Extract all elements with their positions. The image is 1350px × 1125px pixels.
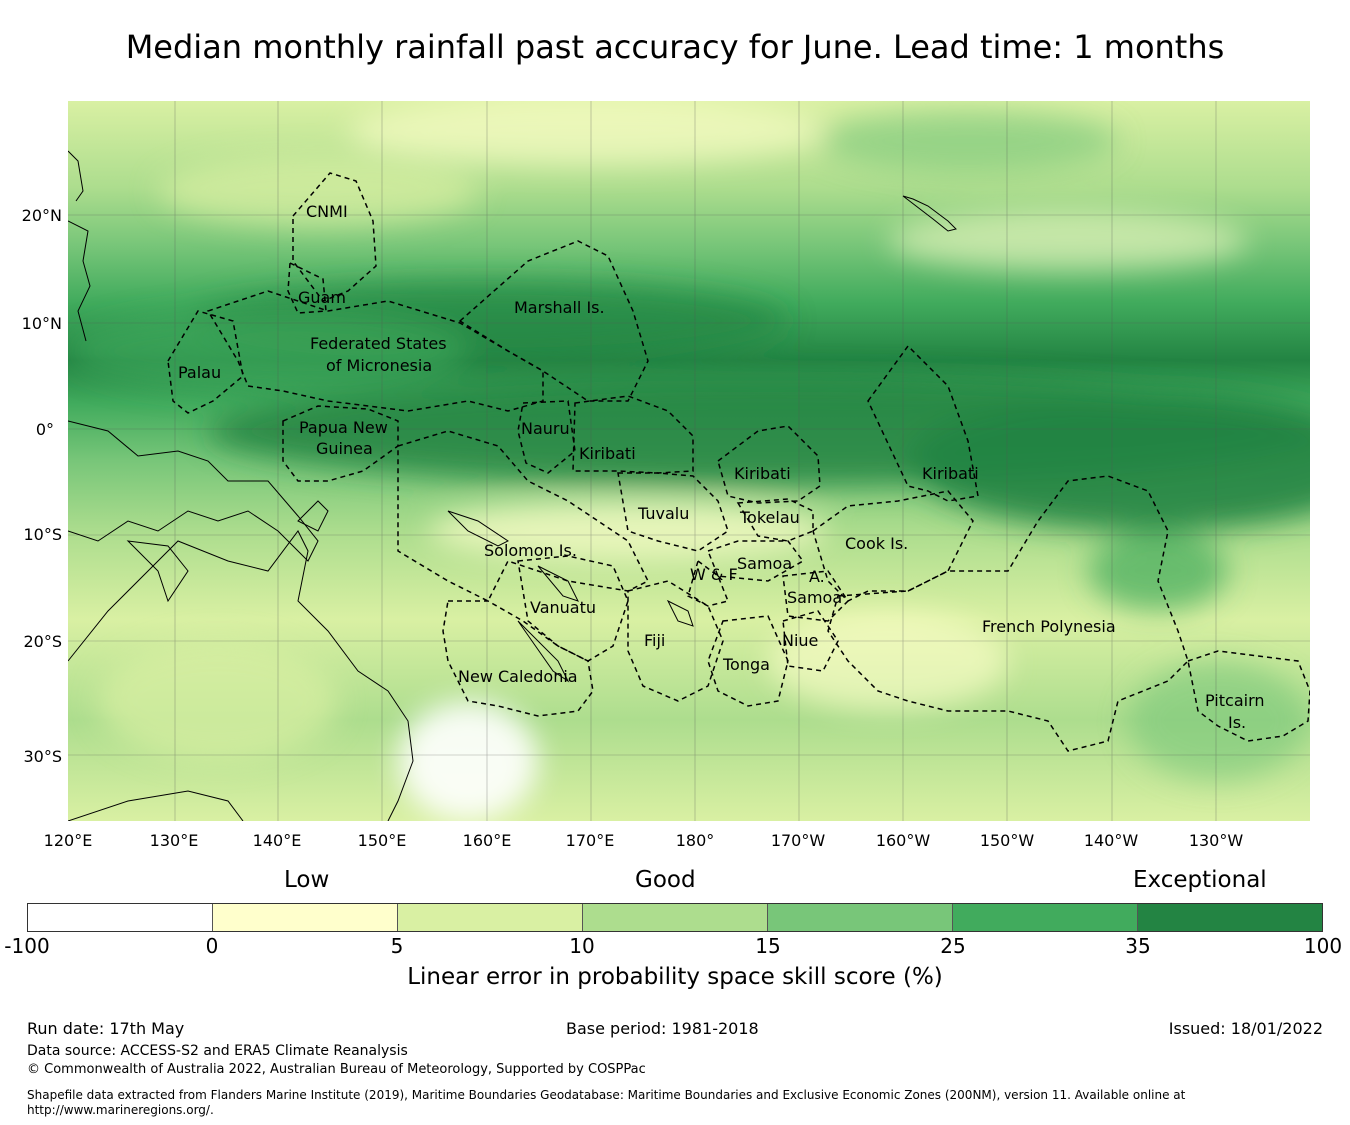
eez-french-polynesia	[827, 475, 1189, 752]
lat-tick: 30°S	[23, 747, 62, 766]
label-kiribati-2: Kiribati	[734, 464, 791, 483]
eez-vanuatu	[517, 555, 629, 662]
eez-fiji	[627, 580, 724, 702]
eez-tonga	[707, 615, 789, 707]
label-palau: Palau	[178, 363, 221, 382]
label-pitcairn-1: Pitcairn	[1205, 691, 1265, 710]
colorbar-tick: 100	[1303, 934, 1343, 958]
colorbar-tick: 0	[205, 934, 219, 958]
colorbar-segment	[398, 904, 583, 931]
label-cook: Cook Is.	[845, 534, 908, 553]
eez-png	[282, 405, 399, 482]
label-french-polynesia: French Polynesia	[982, 617, 1116, 636]
colorbar-tick: 15	[755, 934, 781, 958]
legend-category-low: Low	[284, 867, 330, 893]
issued-date: Issued: 18/01/2022	[1168, 1019, 1323, 1038]
label-png-2: Guinea	[316, 439, 373, 458]
label-new-caledonia: New Caledonia	[458, 667, 578, 686]
colorbar-segment	[1138, 904, 1322, 931]
colorbar-tick: -100	[4, 934, 50, 958]
label-tuvalu: Tuvalu	[637, 504, 689, 523]
run-date: Run date: 17th May	[27, 1019, 185, 1038]
eez-cnmi	[292, 172, 377, 302]
data-source: Data source: ACCESS-S2 and ERA5 Climate …	[27, 1043, 408, 1059]
eez-samoa	[707, 540, 805, 582]
label-kiribati-3: Kiribati	[922, 464, 979, 483]
map-panel: CNMI Guam Marshall Is. Federated States …	[68, 101, 1310, 821]
eez-nauru	[517, 400, 576, 474]
lon-tick: 170°E	[565, 831, 615, 850]
colorbar-segment	[28, 904, 213, 931]
label-kiribati-1: Kiribati	[579, 444, 636, 463]
colorbar-tick: 10	[569, 934, 595, 958]
lon-tick: 130°W	[1188, 831, 1244, 850]
lon-tick: 150°E	[357, 831, 407, 850]
legend-category-exceptional: Exceptional	[1133, 867, 1267, 893]
label-fsm-2: of Micronesia	[326, 356, 432, 375]
eez-am-samoa	[782, 570, 849, 622]
skill-texture	[68, 101, 1310, 821]
legend-category-good: Good	[635, 867, 696, 893]
eez-palau	[167, 310, 244, 414]
label-guam: Guam	[298, 288, 346, 307]
label-solomon: Solomon Is.	[484, 541, 577, 560]
colorbar-segment	[583, 904, 768, 931]
eez-tokelau	[736, 498, 814, 542]
label-fsm-1: Federated States	[310, 334, 447, 353]
eez-pitcairn	[1187, 650, 1310, 742]
lon-tick: 120°E	[43, 831, 93, 850]
colorbar	[27, 903, 1323, 932]
eez-solomon	[397, 430, 650, 603]
lat-tick: 20°N	[21, 206, 62, 225]
label-vanuatu: Vanuatu	[530, 598, 596, 617]
label-marshall: Marshall Is.	[514, 298, 605, 317]
label-fiji: Fiji	[644, 631, 665, 650]
colorbar-segment	[953, 904, 1138, 931]
lat-tick: 10°S	[23, 525, 62, 544]
label-cnmi: CNMI	[306, 202, 348, 221]
label-png-1: Papua New	[299, 418, 388, 437]
eez-wallis	[687, 559, 730, 607]
lon-tick: 140°E	[252, 831, 302, 850]
lon-tick: 160°W	[875, 831, 931, 850]
lon-tick: 140°W	[1083, 831, 1139, 850]
lon-tick: 170°W	[770, 831, 826, 850]
label-am-samoa-2: Samoa	[787, 588, 842, 607]
label-samoa: Samoa	[737, 554, 792, 573]
lon-tick: 180°	[675, 831, 715, 850]
lat-tick: 20°S	[23, 632, 62, 651]
shapefile-note: Shapefile data extracted from Flanders M…	[27, 1088, 1186, 1117]
lon-tick: 150°W	[979, 831, 1035, 850]
lon-tick: 160°E	[462, 831, 512, 850]
base-period: Base period: 1981-2018	[566, 1019, 759, 1038]
chart-title: Median monthly rainfall past accuracy fo…	[125, 28, 1225, 66]
label-nauru: Nauru	[521, 419, 570, 438]
label-am-samoa-1: A.	[809, 567, 825, 586]
colorbar-segment	[768, 904, 953, 931]
eez-boundaries	[167, 172, 1310, 752]
label-wallis-futuna: W & F	[690, 565, 738, 584]
copyright: © Commonwealth of Australia 2022, Austra…	[27, 1062, 646, 1077]
colorbar-title: Linear error in probability space skill …	[407, 964, 943, 990]
graticule	[68, 101, 1310, 821]
label-niue: Niue	[782, 631, 818, 650]
lon-tick: 130°E	[149, 831, 199, 850]
eez-cook	[812, 490, 974, 602]
label-tonga: Tonga	[722, 655, 770, 674]
lat-tick: 10°N	[21, 314, 62, 333]
label-pitcairn-2: Is.	[1228, 713, 1246, 732]
lat-tick: 0°	[35, 420, 54, 439]
colorbar-tick: 5	[390, 934, 404, 958]
colorbar-tick: 35	[1125, 934, 1151, 958]
region-labels: CNMI Guam Marshall Is. Federated States …	[178, 202, 1265, 732]
colorbar-tick: 25	[940, 934, 966, 958]
eez-guam	[287, 261, 327, 314]
label-tokelau: Tokelau	[739, 508, 800, 527]
colorbar-segment	[213, 904, 398, 931]
eez-fsm	[206, 290, 544, 412]
skill-map: CNMI Guam Marshall Is. Federated States …	[68, 101, 1310, 821]
eez-kiribati-gilbert	[572, 395, 694, 474]
coastlines	[68, 150, 957, 821]
